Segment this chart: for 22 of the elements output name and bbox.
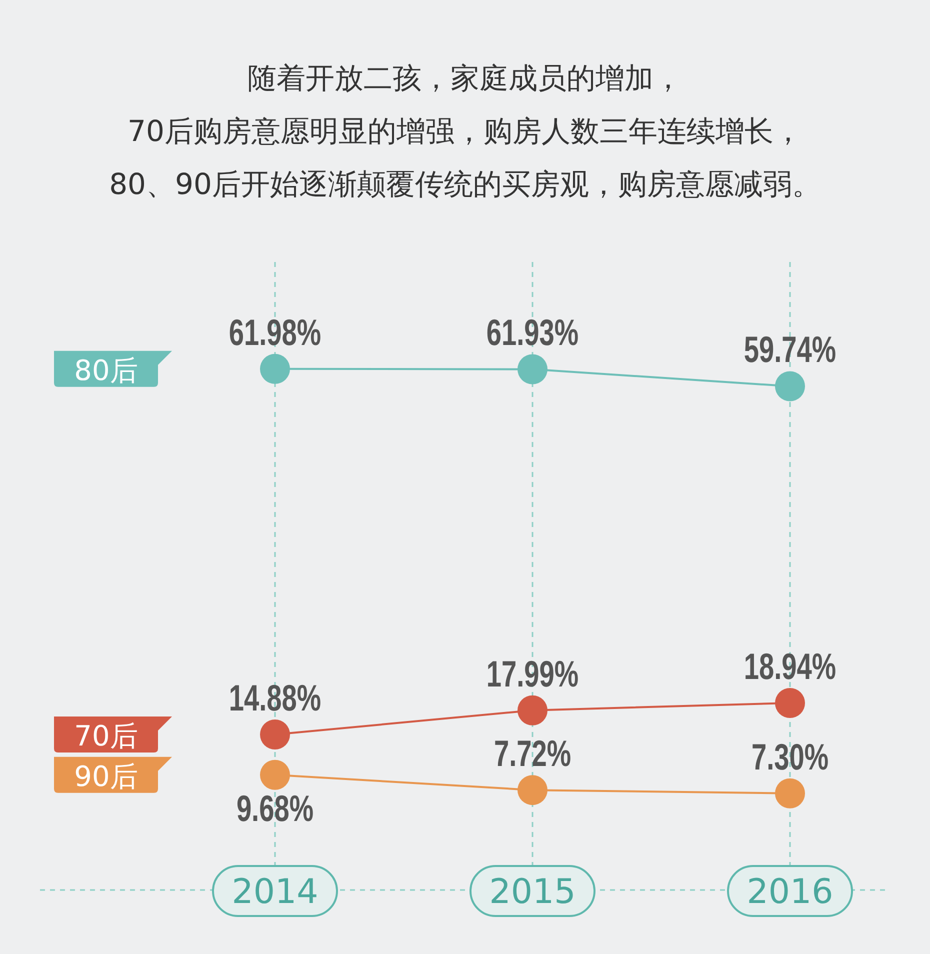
point — [518, 354, 548, 384]
x-tick-label: 2014 — [232, 872, 318, 912]
data-label: 14.88% — [228, 678, 322, 718]
point — [518, 775, 548, 806]
data-label: 17.99% — [486, 653, 579, 694]
point — [518, 695, 548, 726]
data-label: 7.72% — [494, 733, 572, 774]
point — [775, 778, 805, 808]
data-label: 61.98% — [228, 312, 322, 353]
point — [260, 719, 290, 750]
point — [260, 760, 290, 790]
data-label: 61.93% — [486, 312, 579, 354]
x-tick-label: 2015 — [489, 872, 576, 912]
data-label: 59.74% — [744, 329, 836, 370]
x-tick-label: 2016 — [746, 872, 834, 912]
point — [775, 688, 805, 718]
point — [260, 354, 290, 384]
data-label: 18.94% — [744, 646, 836, 687]
chart-title: 随着开放二孩，家庭成员的增加， 70后购房意愿明显的增强，购房人数三年连续增长， 80、90后开始逐渐颠覆传统的买房观，购房意愿减弱。 — [109, 61, 821, 201]
point — [775, 371, 805, 402]
data-label: 9.68% — [236, 788, 314, 829]
data-label: 7.30% — [751, 736, 829, 778]
